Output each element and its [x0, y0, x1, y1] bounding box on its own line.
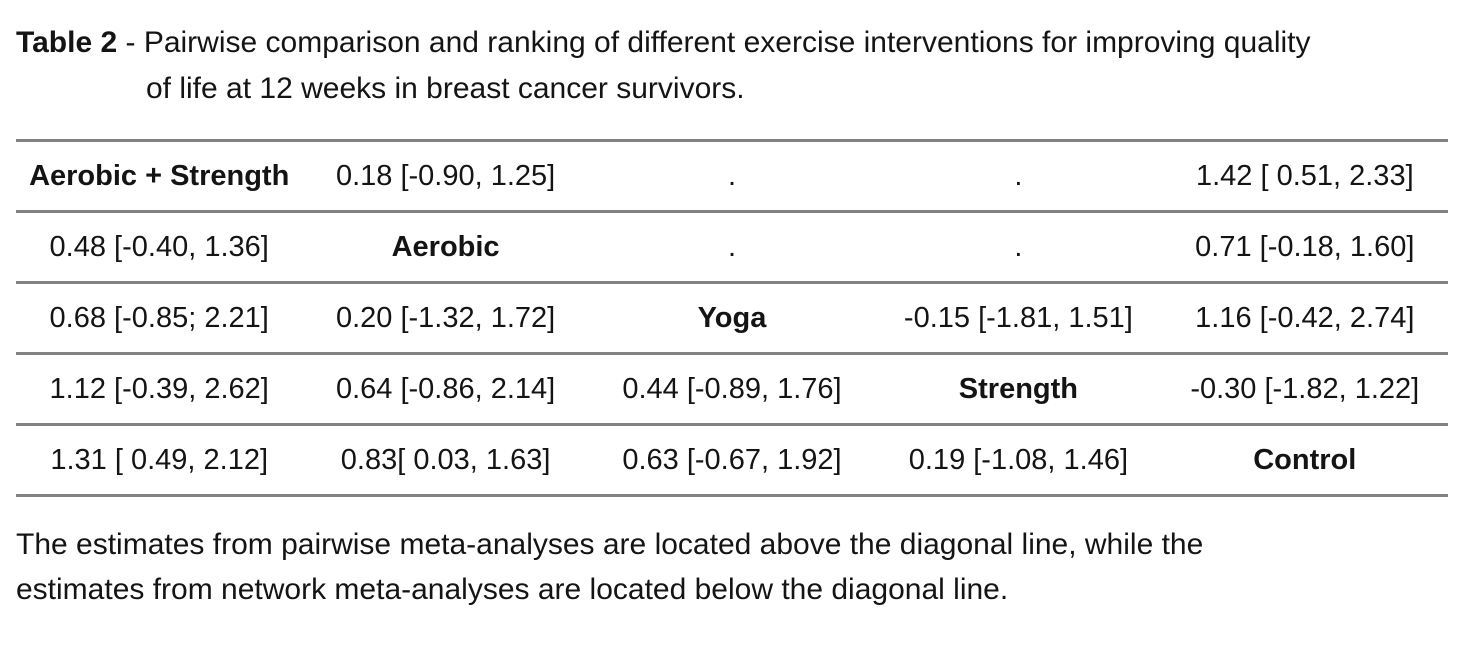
caption-text-line1: - Pairwise comparison and ranking of dif… [117, 26, 1311, 59]
estimate-cell: 0.64 [-0.86, 2.14] [335, 372, 556, 405]
estimate-cell: 1.31 [ 0.49, 2.12] [50, 443, 269, 476]
estimate-cell: -0.15 [-1.81, 1.51] [903, 301, 1133, 334]
treatment-cell-strength: Strength [958, 372, 1078, 405]
estimate-cell: 0.48 [-0.40, 1.36] [49, 230, 269, 263]
estimate-cell: -0.30 [-1.82, 1.22] [1190, 372, 1420, 405]
estimate-cell: 0.71 [-0.18, 1.60] [1195, 230, 1415, 263]
empty-estimate-cell: . [1014, 159, 1023, 192]
table-footnote: The estimates from pairwise meta-analyse… [16, 522, 1448, 612]
treatment-cell-control: Control [1253, 443, 1357, 476]
league-table: Aerobic + Strength 0.18 [-0.90, 1.25] . … [16, 139, 1448, 497]
empty-estimate-cell: . [1014, 230, 1023, 263]
treatment-cell-yoga: Yoga [697, 301, 767, 334]
footnote-line2: estimates from network meta-analyses are… [16, 573, 1009, 606]
footnote-line1: The estimates from pairwise meta-analyse… [16, 528, 1204, 561]
estimate-cell: 1.42 [ 0.51, 2.33] [1195, 159, 1414, 192]
table-row: 1.12 [-0.39, 2.62] 0.64 [-0.86, 2.14] 0.… [16, 352, 1448, 423]
caption-label: Table 2 [16, 26, 118, 59]
table-row: 1.31 [ 0.49, 2.12] 0.83[ 0.03, 1.63] 0.6… [16, 423, 1448, 494]
empty-estimate-cell: . [727, 230, 737, 263]
treatment-cell-aerobic: Aerobic [391, 230, 500, 263]
empty-estimate-cell: . [727, 159, 737, 192]
estimate-cell: 1.16 [-0.42, 2.74] [1195, 301, 1415, 334]
caption-text-line2: of life at 12 weeks in breast cancer sur… [146, 72, 745, 105]
table-row: 0.48 [-0.40, 1.36] Aerobic . . 0.71 [-0.… [16, 210, 1448, 281]
treatment-cell-aerobic-strength: Aerobic + Strength [29, 159, 290, 192]
estimate-cell: 0.20 [-1.32, 1.72] [335, 301, 556, 334]
table-caption: Table 2 - Pairwise comparison and rankin… [16, 20, 1448, 112]
estimate-cell: 1.12 [-0.39, 2.62] [49, 372, 269, 405]
estimate-cell: 0.63 [-0.67, 1.92] [622, 443, 842, 476]
table-row: Aerobic + Strength 0.18 [-0.90, 1.25] . … [16, 139, 1448, 210]
table-row: 0.68 [-0.85; 2.21] 0.20 [-1.32, 1.72] Yo… [16, 281, 1448, 352]
estimate-cell: 0.68 [-0.85; 2.21] [49, 301, 269, 334]
estimate-cell: 0.19 [-1.08, 1.46] [908, 443, 1129, 476]
paper-page: Table 2 - Pairwise comparison and rankin… [0, 20, 1478, 612]
estimate-cell: 0.44 [-0.89, 1.76] [622, 372, 842, 405]
estimate-cell: 0.83[ 0.03, 1.63] [340, 443, 551, 476]
caption-line1: Table 2 - Pairwise comparison and rankin… [16, 20, 1448, 66]
estimate-cell: 0.18 [-0.90, 1.25] [335, 159, 556, 192]
